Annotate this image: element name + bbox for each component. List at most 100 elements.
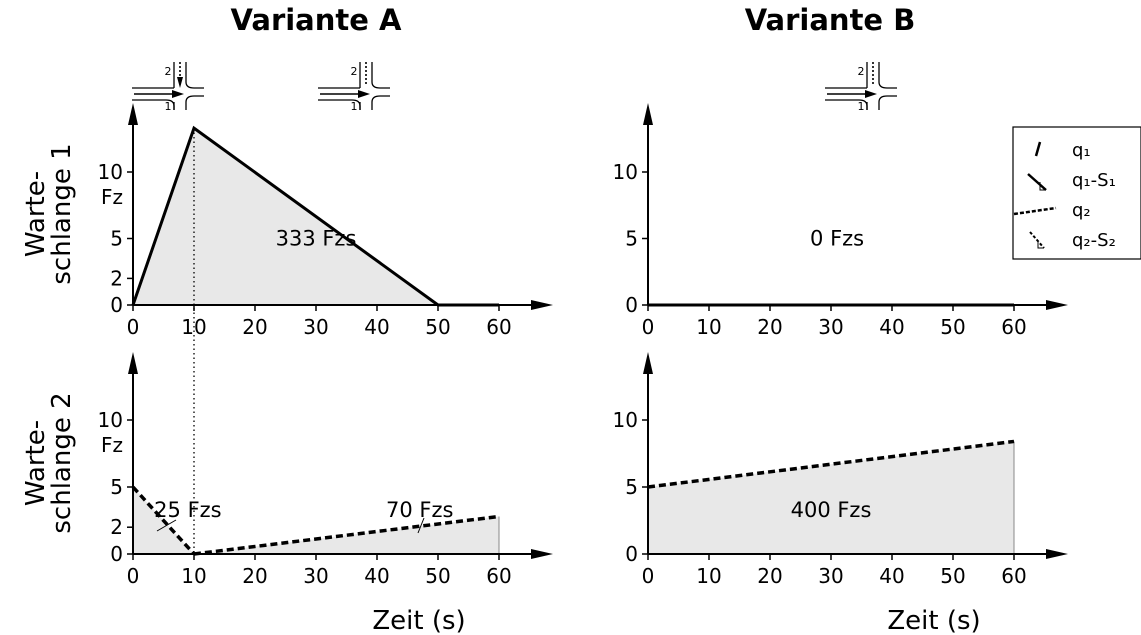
x-tick-label-60: 60 xyxy=(1001,315,1026,339)
legend-label-4: q₂-S₂ xyxy=(1072,230,1116,251)
x-tick-label-60: 60 xyxy=(486,315,511,339)
y-tick-label-0: 0 xyxy=(110,293,123,317)
x-tick-label-0: 0 xyxy=(642,564,655,588)
x-tick-label-50: 50 xyxy=(940,315,965,339)
panel-2: 0 10 20 30 40 50 60 0 5 10 0 Fzs xyxy=(613,103,1068,339)
x-tick-label-30: 30 xyxy=(303,564,328,588)
legend-label-2: q₁-S₁ xyxy=(1072,170,1116,191)
y-tick-label-2: 2 xyxy=(110,515,123,539)
y-unit-label: Fz xyxy=(101,185,123,209)
area-fill-2 xyxy=(194,516,499,554)
x-tick-label-40: 40 xyxy=(364,564,389,588)
lane-label-2: 2 xyxy=(858,65,865,78)
lane-label-1: 1 xyxy=(165,100,172,113)
lane-label-2: 2 xyxy=(351,65,358,78)
legend-symbol-q2s2 xyxy=(1029,231,1045,249)
y-unit-label: Fz xyxy=(101,433,123,457)
area-label-1: 0 Fzs xyxy=(810,227,864,251)
lane-label-2: 2 xyxy=(165,65,172,78)
y-axis-arrow xyxy=(128,352,138,374)
intersection-icon-1: 21 xyxy=(132,62,204,113)
x-axis-arrow xyxy=(531,300,553,310)
y-axis-label-line-2: schlange 1 xyxy=(47,143,77,284)
x-tick-label-50: 50 xyxy=(940,564,965,588)
x-axis-label: Zeit (s) xyxy=(372,606,465,635)
x-tick-label-20: 20 xyxy=(242,315,267,339)
y-tick-label-10: 10 xyxy=(613,408,638,432)
x-tick-label-20: 20 xyxy=(757,315,782,339)
y-axis-arrow xyxy=(643,103,653,125)
legend-item-2: q₁-S₁ xyxy=(1027,170,1116,191)
legend-item-1: q₁ xyxy=(1034,140,1091,161)
area-label-1: 400 Fzs xyxy=(791,498,872,522)
legend-item-3: q₂ xyxy=(1013,200,1091,221)
x-tick-label-0: 0 xyxy=(642,315,655,339)
y-axis-label-line-2: schlange 2 xyxy=(47,392,77,533)
panel-4: 0 10 20 30 40 50 60 0 5 10 400 Fzs Zeit (s) xyxy=(613,352,1068,635)
area-fill-1 xyxy=(648,441,1014,554)
legend-label-1: q₁ xyxy=(1072,140,1091,161)
y-axis-arrow xyxy=(128,103,138,125)
x-tick-label-40: 40 xyxy=(879,564,904,588)
x-tick-label-60: 60 xyxy=(486,564,511,588)
series-line-1 xyxy=(647,439,1015,489)
area-label-1: 333 Fzs xyxy=(276,227,357,251)
x-axis-arrow xyxy=(1046,549,1068,559)
y-axis-label: Warte-schlange 1 xyxy=(21,143,77,284)
title-variante-a: Variante A xyxy=(231,3,403,37)
y-tick-label-10: 10 xyxy=(613,160,638,184)
x-tick-label-50: 50 xyxy=(425,315,450,339)
x-tick-label-60: 60 xyxy=(1001,564,1026,588)
title-variante-b: Variante B xyxy=(745,3,916,37)
x-tick-label-30: 30 xyxy=(818,315,843,339)
series-line-1 xyxy=(131,125,499,307)
y-axis-label-line-1: Warte- xyxy=(21,420,51,506)
legend-symbol-q1s1 xyxy=(1027,173,1047,191)
legend-item-4: q₂-S₂ xyxy=(1029,230,1116,251)
x-axis-arrow xyxy=(1046,300,1068,310)
x-tick-label-10: 10 xyxy=(696,564,721,588)
annotation-marker-25 xyxy=(156,519,177,532)
y-tick-label-10: 10 xyxy=(98,160,123,184)
x-axis-arrow xyxy=(531,549,553,559)
y-tick-label-5: 5 xyxy=(625,227,638,251)
x-tick-label-10: 10 xyxy=(696,315,721,339)
x-tick-label-20: 20 xyxy=(242,564,267,588)
y-tick-label-0: 0 xyxy=(625,293,638,317)
intersection-icon-3: 21 xyxy=(825,62,897,113)
y-tick-label-5: 5 xyxy=(625,475,638,499)
legend-symbol-q2 xyxy=(1013,206,1057,216)
x-tick-label-0: 0 xyxy=(127,315,140,339)
y-axis-label: Warte-schlange 2 xyxy=(21,392,77,533)
y-axis-arrow xyxy=(643,352,653,374)
y-tick-label-0: 0 xyxy=(110,542,123,566)
x-tick-label-30: 30 xyxy=(303,315,328,339)
series-line-2 xyxy=(193,514,500,556)
y-tick-label-2: 2 xyxy=(110,266,123,290)
legend-symbol-q1 xyxy=(1034,141,1042,157)
area-label-1: 25 Fzs xyxy=(154,498,221,522)
x-tick-label-0: 0 xyxy=(127,564,140,588)
legend-label-3: q₂ xyxy=(1072,200,1091,221)
y-tick-label-5: 5 xyxy=(110,475,123,499)
y-axis-label-line-1: Warte- xyxy=(21,171,51,257)
lane-label-1: 1 xyxy=(858,100,865,113)
x-axis-label: Zeit (s) xyxy=(887,606,980,635)
x-tick-label-50: 50 xyxy=(425,564,450,588)
annotation-marker-70 xyxy=(417,517,425,534)
x-tick-label-20: 20 xyxy=(757,564,782,588)
y-tick-label-10: 10 xyxy=(98,408,123,432)
intersection-icon-2: 21 xyxy=(318,62,390,113)
series-line-1 xyxy=(131,485,196,556)
lane-label-1: 1 xyxy=(351,100,358,113)
area-label-2: 70 Fzs xyxy=(386,498,453,522)
x-tick-label-10: 10 xyxy=(181,564,206,588)
area-fill-1 xyxy=(133,128,438,305)
y-tick-label-5: 5 xyxy=(110,227,123,251)
y-tick-label-0: 0 xyxy=(625,542,638,566)
x-tick-label-40: 40 xyxy=(364,315,389,339)
x-tick-label-40: 40 xyxy=(879,315,904,339)
